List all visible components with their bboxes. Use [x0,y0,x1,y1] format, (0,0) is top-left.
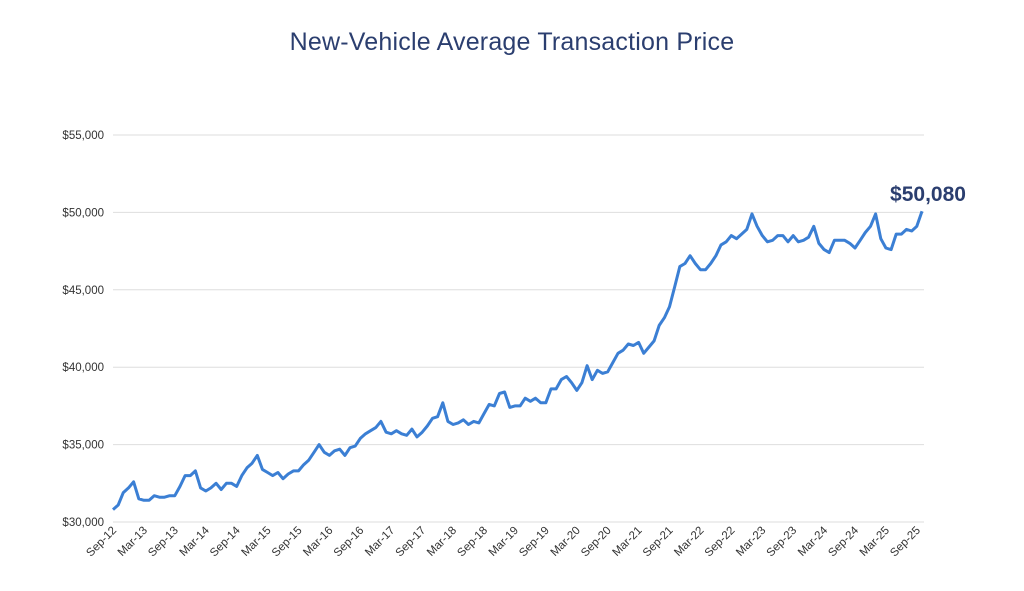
x-tick-label: Mar-14 [178,524,213,559]
x-tick-label: Sep-18 [455,525,490,560]
x-tick-label: Sep-12 [84,525,119,560]
x-tick-label: Sep-17 [394,525,429,560]
x-tick-label: Mar-18 [425,525,459,559]
x-tick-label: Sep-25 [888,525,923,560]
x-tick-label: Sep-19 [517,525,552,560]
end-value-label: $50,080 [890,183,966,206]
y-tick-label: $40,000 [62,362,104,374]
x-tick-label: Mar-20 [549,525,583,559]
x-tick-label: Mar-22 [672,525,706,559]
price-line [112,210,924,511]
y-tick-label: $30,000 [62,517,104,529]
chart-title: New-Vehicle Average Transaction Price [289,28,735,56]
y-tick-label: $55,000 [62,130,104,142]
x-tick-label: Mar-19 [487,525,521,559]
y-tick-label: $45,000 [62,285,104,297]
x-tick-label: Sep-16 [332,525,367,560]
x-tick-label: Mar-13 [116,525,150,559]
x-tick-label: Mar-21 [610,525,644,559]
y-tick-label: $35,000 [62,440,104,452]
x-tick-label: Sep-23 [765,525,800,560]
x-tick-label: Mar-17 [363,525,397,559]
x-tick-label: Sep-22 [703,525,738,560]
x-tick-label: Mar-25 [858,525,892,559]
x-tick-label: Sep-13 [146,525,181,560]
x-tick-label: Mar-16 [301,525,335,559]
x-tick-label: Mar-24 [796,524,831,559]
x-tick-label: Sep-24 [826,524,861,559]
x-tick-label: Mar-15 [239,525,273,559]
y-tick-label: $50,000 [62,207,104,219]
x-tick-label: Sep-21 [641,525,676,560]
x-tick-label: Mar-23 [734,525,768,559]
x-tick-label: Sep-15 [270,525,305,560]
x-tick-label: Sep-20 [579,525,614,560]
x-tick-label: Sep-14 [208,524,243,559]
